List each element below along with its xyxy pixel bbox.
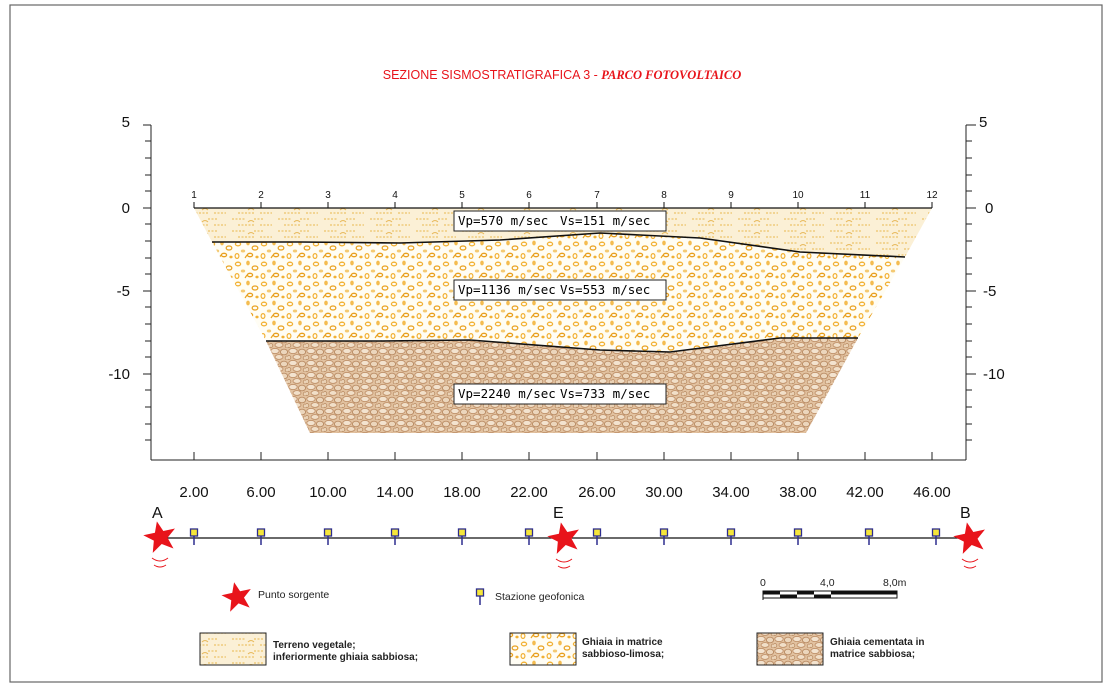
- vp-value: Vp=1136 m/sec: [458, 282, 556, 297]
- vs-value: Vs=733 m/sec: [560, 386, 650, 401]
- station-number: 12: [926, 190, 938, 201]
- legend-station-label: Stazione geofonica: [495, 591, 584, 603]
- geophone-icon: [323, 528, 333, 545]
- station-number: 5: [459, 190, 465, 201]
- geophone-icon: [457, 528, 467, 545]
- legend-source-item: Punto sorgente: [221, 582, 329, 612]
- y-tick-left-5: 5: [122, 114, 130, 131]
- geophone-icon: [931, 528, 941, 545]
- legend-layer-2-line2: sabbioso-limosa;: [582, 649, 664, 660]
- source-label-a: A: [152, 505, 163, 522]
- distance-label: 30.00: [645, 484, 683, 501]
- title-main: SEZIONE SISMOSTRATIGRAFICA 3 -: [383, 68, 602, 82]
- distance-axis: [151, 452, 966, 461]
- distance-label: 6.00: [246, 484, 275, 501]
- geophone-icon: [864, 528, 874, 545]
- geophone-station-icons: [189, 528, 941, 545]
- distance-label: 34.00: [712, 484, 750, 501]
- legend-layer-1-line2: inferiormente ghiaia sabbiosa;: [273, 652, 418, 663]
- vs-value: Vs=553 m/sec: [560, 282, 650, 297]
- interface-1: [212, 232, 906, 258]
- distance-label: 14.00: [376, 484, 414, 501]
- star-icon: [221, 582, 251, 612]
- legend-layer-3-line1: Ghiaia cementata in: [830, 637, 924, 648]
- legend-station-item: Stazione geofonica: [475, 588, 584, 605]
- layer-terreno-vegetale: [194, 208, 932, 257]
- scale-bar: 0 4,0 8,0m: [760, 577, 907, 600]
- scale-tick-0: 0: [760, 577, 766, 589]
- geophone-icon: [256, 528, 266, 545]
- section-title: SEZIONE SISMOSTRATIGRAFICA 3 - PARCO FOT…: [383, 68, 742, 82]
- distance-label: 38.00: [779, 484, 817, 501]
- legend-source-label: Punto sorgente: [258, 589, 329, 601]
- vp-value: Vp=570 m/sec: [458, 213, 548, 228]
- velocity-box-layer-3: Vp=2240 m/sec Vs=733 m/sec: [453, 383, 667, 405]
- y-tick-right-5: 5: [979, 114, 987, 131]
- vs-value: Vs=151 m/sec: [560, 213, 650, 228]
- source-point-b: B: [953, 505, 985, 569]
- velocity-box-layer-1: Vp=570 m/sec Vs=151 m/sec: [453, 210, 667, 232]
- y-tick-right-minus10: -10: [983, 366, 1005, 383]
- legend-layer-1-line1: Terreno vegetale;: [273, 640, 356, 651]
- station-number: 11: [860, 190, 871, 201]
- scale-tick-4: 4,0: [820, 577, 835, 589]
- left-depth-axis: [143, 124, 152, 460]
- distance-label: 22.00: [510, 484, 548, 501]
- distance-label: 46.00: [913, 484, 951, 501]
- geophone-icon: [189, 528, 199, 545]
- y-tick-left-minus5: -5: [117, 283, 130, 300]
- legend-layer-3: Ghiaia cementata in matrice sabbiosa;: [756, 632, 924, 666]
- station-number: 7: [594, 190, 600, 201]
- ground-station-ticks: [193, 202, 933, 208]
- legend-layer-2-line1: Ghiaia in matrice: [582, 637, 663, 648]
- legend-layer-2: Ghiaia in matrice sabbioso-limosa;: [509, 632, 664, 666]
- distance-label: 26.00: [578, 484, 616, 501]
- station-number: 3: [325, 190, 331, 201]
- y-tick-left-minus10: -10: [108, 366, 130, 383]
- station-number: 10: [792, 190, 804, 201]
- geophone-icon: [793, 528, 803, 545]
- station-number: 2: [258, 190, 264, 201]
- station-number: 9: [728, 190, 734, 201]
- page-border: [9, 4, 1103, 683]
- distance-label: 10.00: [309, 484, 347, 501]
- vp-value: Vp=2240 m/sec: [458, 386, 556, 401]
- legend-layer-1: Terreno vegetale; inferiormente ghiaia s…: [199, 632, 418, 666]
- station-number: 6: [526, 190, 532, 201]
- distance-label: 2.00: [179, 484, 208, 501]
- distance-label: 42.00: [846, 484, 884, 501]
- source-point-e: E: [547, 505, 579, 569]
- station-number: 8: [661, 190, 667, 201]
- title-italic: PARCO FOTOVOLTAICO: [601, 68, 741, 82]
- velocity-box-layer-2: Vp=1136 m/sec Vs=553 m/sec: [453, 279, 667, 301]
- right-depth-axis: [965, 124, 976, 460]
- y-tick-right-minus5: -5: [983, 283, 996, 300]
- station-number: 1: [191, 190, 197, 201]
- star-icon: [143, 521, 175, 553]
- interface-2: [266, 337, 858, 353]
- star-icon: [547, 522, 579, 554]
- station-number: 4: [392, 190, 398, 201]
- source-label-e: E: [553, 505, 564, 522]
- distance-label: 18.00: [443, 484, 481, 501]
- source-label-b: B: [960, 505, 971, 522]
- geophone-icon: [524, 528, 534, 545]
- geophone-icon: [726, 528, 736, 545]
- source-point-a: A: [143, 505, 175, 568]
- geophone-icon: [659, 528, 669, 545]
- geophone-icon: [592, 528, 602, 545]
- geophone-icon: [390, 528, 400, 545]
- scale-tick-8: 8,0m: [883, 577, 907, 589]
- y-tick-left-0: 0: [122, 200, 130, 217]
- legend-layer-3-line2: matrice sabbiosa;: [830, 649, 915, 660]
- y-tick-right-0: 0: [985, 200, 993, 217]
- star-icon: [953, 522, 985, 554]
